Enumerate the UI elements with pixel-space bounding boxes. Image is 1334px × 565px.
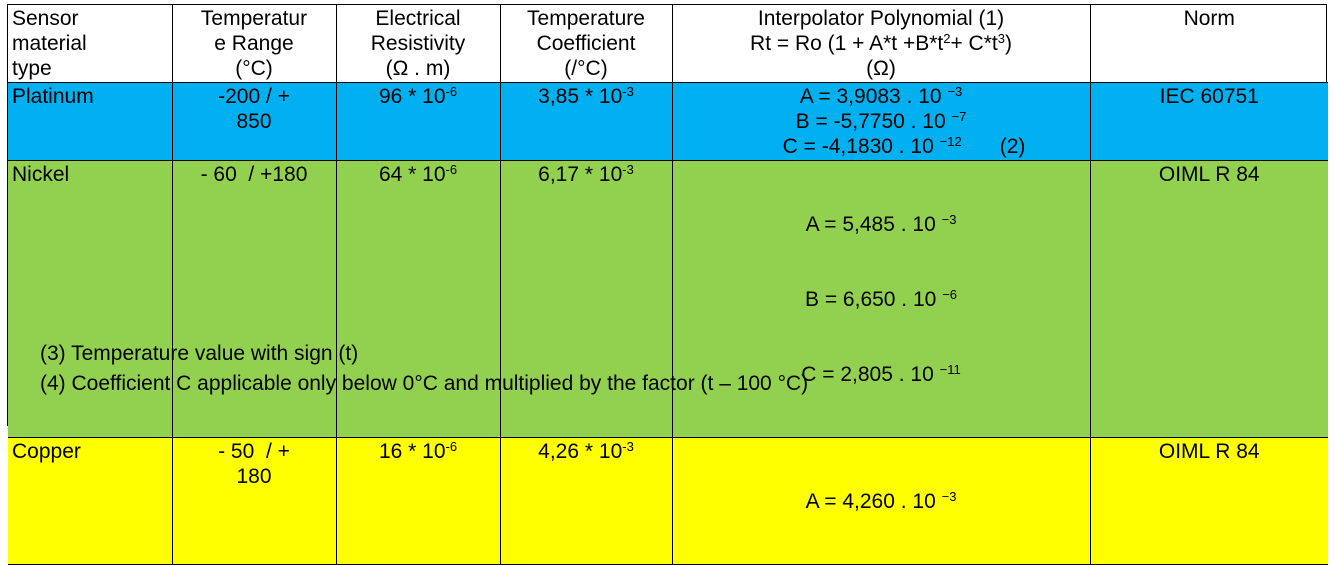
cell-norm: OIML R 84 xyxy=(1089,437,1328,565)
table-row: Nickel - 60 / +180 64 * 10-6 6,17 * 10-3… xyxy=(8,160,1328,438)
header-row: Sensor material type Temperatur e Range … xyxy=(8,5,1328,83)
cell-material: Copper xyxy=(8,437,173,565)
cell-material: Platinum xyxy=(8,82,173,161)
header-resistivity: Electrical Resistivity (Ω . m) xyxy=(335,5,501,83)
cell-norm: OIML R 84 xyxy=(1089,160,1328,438)
header-range: Temperatur e Range (°C) xyxy=(171,5,337,83)
interpolator-formula: Rt = Ro (1 + A*t +B*t2+ C*t3) xyxy=(750,31,1012,55)
cell-polynomial: A = 3,9083 . 10 −3 B = -5,7750 . 10 −7 C… xyxy=(671,82,1091,161)
header-interpolator: Interpolator Polynomial (1) Rt = Ro (1 +… xyxy=(671,5,1091,83)
sensor-table: Sensor material type Temperatur e Range … xyxy=(8,5,1328,565)
sensor-table-frame: Sensor material type Temperatur e Range … xyxy=(7,4,1328,565)
header-sensor: Sensor material type xyxy=(8,5,173,83)
cell-range: - 50 / + 180 xyxy=(171,437,337,565)
table-row: Platinum -200 / + 850 96 * 10-6 3,85 * 1… xyxy=(8,82,1328,161)
cell-coefficient: 4,26 * 10-3 xyxy=(499,437,673,565)
cell-norm: IEC 60751 xyxy=(1089,82,1328,161)
cell-resistivity: 96 * 10-6 xyxy=(335,82,501,161)
cell-coefficient: 6,17 * 10-3 xyxy=(499,160,673,438)
cell-material: Nickel xyxy=(8,160,173,438)
cell-polynomial: A = 4,260 . 10 −3 xyxy=(671,437,1091,565)
table-row: Copper - 50 / + 180 16 * 10-6 4,26 * 10-… xyxy=(8,437,1328,565)
cell-polynomial: A = 5,485 . 10 −3 B = 6,650 . 10 −6 C = … xyxy=(671,160,1091,438)
cell-range: -200 / + 850 xyxy=(171,82,337,161)
header-norm: Norm xyxy=(1089,5,1328,83)
cell-resistivity: 64 * 10-6 xyxy=(335,160,501,438)
footnote-4: (4) Coefficient C applicable only below … xyxy=(40,372,809,395)
cell-coefficient: 3,85 * 10-3 xyxy=(499,82,673,161)
footnote-3: (3) Temperature value with sign (t) xyxy=(40,342,359,365)
footnotes: (3) Temperature value with sign (t) (4) … xyxy=(40,339,808,399)
cell-resistivity: 16 * 10-6 xyxy=(335,437,501,565)
header-coefficient: Temperature Coefficient (/°C) xyxy=(499,5,673,83)
